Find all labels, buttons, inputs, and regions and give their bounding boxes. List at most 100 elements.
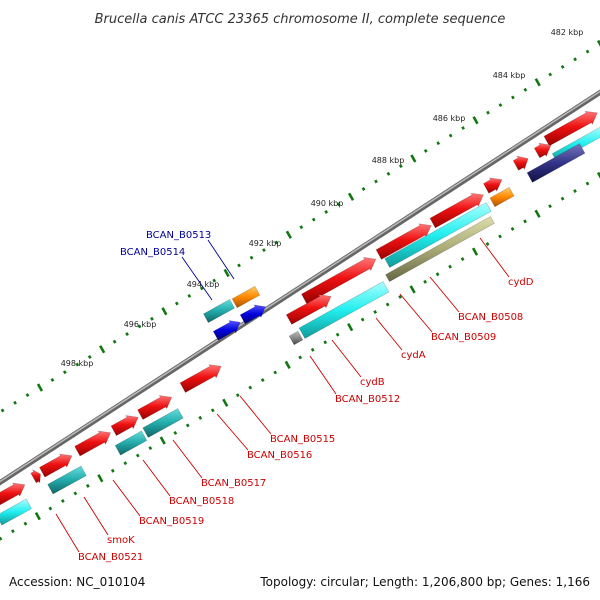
kbp-tick (435, 272, 440, 277)
kbp-tick (0, 536, 3, 541)
kbp-tick (11, 529, 15, 534)
kbp-tick (260, 378, 265, 383)
kbp-tick (137, 324, 142, 329)
kbp-tick (62, 370, 67, 375)
kbp-tick (222, 398, 229, 407)
kbp-tick (398, 164, 403, 169)
cds-arrow (429, 192, 484, 229)
kbp-tick (448, 264, 452, 269)
kbp-tick (534, 209, 541, 218)
kbp-tick (311, 217, 316, 222)
kbp-label: 488 kbp (372, 156, 405, 165)
kbp-tick (423, 279, 427, 284)
kbp-tick (548, 72, 553, 77)
gene-label: BCAN_B0518 (169, 496, 234, 507)
gene-leader-line (429, 276, 460, 313)
kbp-label: 492 kbp (249, 239, 282, 248)
cds-arrow (533, 142, 552, 159)
cds-arrow (483, 177, 503, 194)
kbp-tick (373, 310, 378, 314)
kbp-tick (410, 154, 417, 163)
kbp-tick (187, 293, 192, 298)
kbp-label: 496 kbp (124, 320, 157, 329)
kbp-tick (34, 511, 41, 521)
kbp-tick (50, 377, 55, 382)
kbp-tick (573, 57, 577, 62)
gene-leader-line (55, 513, 80, 553)
cds-arrow (39, 453, 73, 478)
kbp-tick (285, 230, 292, 239)
gene-labels: cydD BCAN_B0508 BCAN_B0509 cydA cydB BCAN_B05… (55, 230, 534, 563)
kbp-tick (87, 355, 92, 359)
kbp-tick (298, 355, 303, 360)
map-title: Brucella canis ATCC 23365 chromosome II,… (95, 12, 506, 27)
kbp-tick (150, 316, 154, 321)
kbp-tick (23, 521, 28, 526)
teal-feature (203, 298, 235, 324)
chromosome-backbone (0, 89, 600, 486)
kbp-tick (75, 362, 80, 367)
kbp-tick (548, 204, 552, 209)
gene-leader-line (207, 239, 235, 280)
kbp-tick (223, 268, 230, 278)
gene-label: cydB (360, 377, 385, 388)
teal-feature (142, 408, 184, 438)
kbp-tick (523, 219, 527, 224)
inner-tick-row (0, 171, 600, 541)
kbp-tick (135, 453, 140, 458)
kbp-tick (284, 360, 291, 370)
kbp-tick (123, 461, 128, 466)
kbp-tick (461, 126, 465, 130)
kbp-tick (510, 226, 515, 231)
kbp-tick (161, 307, 168, 316)
kbp-tick (335, 332, 340, 337)
kbp-tick-marks: 482 kbp 484 kbp 486 kbp 488 kbp 490 kbp 492 k… (0, 28, 600, 541)
gene-leader-line (331, 339, 362, 378)
kbp-tick (585, 181, 590, 186)
kbp-tick (97, 474, 104, 483)
kbp-tick (25, 393, 30, 398)
kbp-label: 498 kbp (61, 359, 94, 368)
kbp-tick (310, 347, 315, 352)
cds-arrow (285, 294, 332, 325)
teal-feature (47, 465, 87, 495)
kbp-tick (347, 323, 354, 332)
kbp-tick (471, 247, 479, 256)
kbp-tick (48, 506, 53, 511)
kbp-tick (112, 339, 117, 344)
gene-leader-line (375, 317, 403, 351)
kbp-tick (159, 436, 166, 445)
gene-leader-line (216, 413, 249, 451)
kbp-tick (585, 49, 590, 54)
kbp-tick (110, 468, 115, 473)
kbp-tick (347, 192, 355, 201)
kbp-tick (174, 301, 179, 306)
kbp-tick (398, 294, 403, 299)
cds-arrow (137, 395, 173, 420)
kbp-tick (198, 415, 203, 420)
kbp-tick (498, 234, 502, 239)
kbp-label: 494 kbp (187, 280, 220, 289)
orange-feature (489, 186, 515, 208)
kbp-tick (560, 64, 565, 69)
kbp-tick (324, 209, 329, 214)
kbp-tick (360, 317, 365, 322)
kbp-tick (274, 240, 279, 245)
gene-label: BCAN_B0515 (270, 434, 335, 445)
kbp-tick (374, 179, 378, 184)
kbp-tick (249, 255, 254, 260)
gene-label: BCAN_B0513 (146, 230, 211, 241)
kbp-tick (185, 423, 190, 428)
gene-label: BCAN_B0521 (78, 552, 143, 563)
kbp-tick (386, 171, 391, 176)
backbone-highlight (0, 90, 600, 483)
cds-arrow (110, 415, 139, 437)
kbp-tick (262, 248, 266, 253)
kbp-tick (486, 110, 490, 115)
kbp-tick (148, 446, 153, 451)
gene-label: BCAN_B0517 (201, 478, 266, 489)
gene-label: BCAN_B0512 (335, 394, 400, 405)
kbp-tick (210, 408, 215, 413)
navy-feature (526, 143, 586, 183)
